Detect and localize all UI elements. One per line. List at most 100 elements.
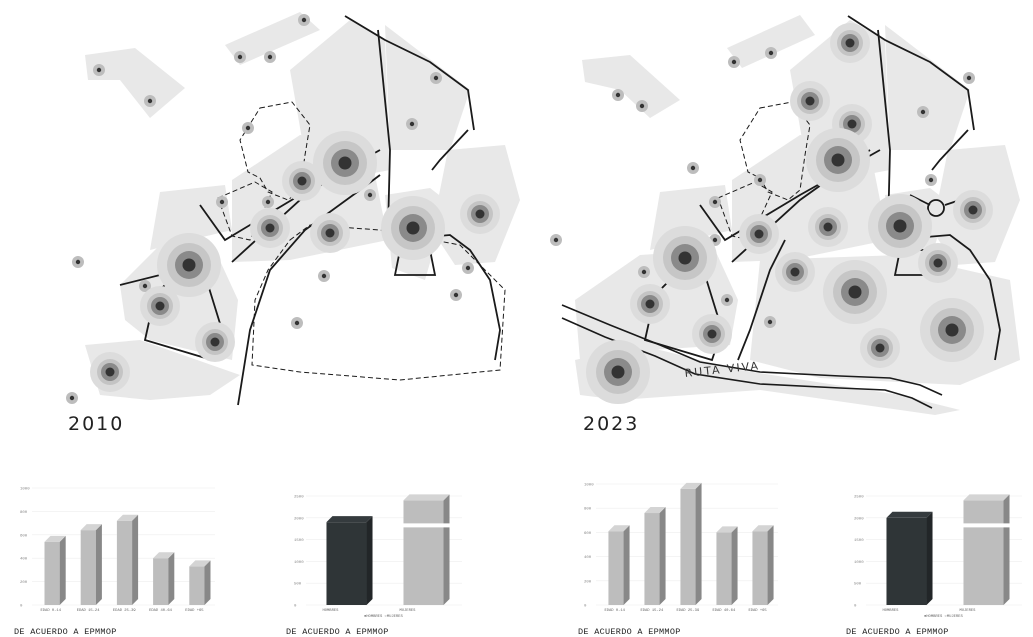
density-markers (66, 14, 500, 404)
density-marker (291, 317, 303, 329)
density-marker (262, 196, 274, 208)
x-tick-label: EDAD +65 (748, 609, 767, 613)
density-marker (612, 89, 624, 101)
density-marker (638, 266, 650, 278)
y-tick-label: 2000 (854, 517, 864, 521)
x-tick-label: EDAD 0-14 (604, 609, 625, 613)
density-marker (830, 23, 870, 63)
density-marker (728, 56, 740, 68)
bar-edad-15-24 (644, 507, 666, 605)
dashed-blocks (217, 101, 506, 381)
density-marker (282, 161, 322, 201)
x-tick-label: MUJERES (399, 609, 416, 613)
y-tick-label: 600 (20, 534, 28, 538)
density-marker (775, 252, 815, 292)
density-marker (310, 213, 350, 253)
y-tick-label: 2000 (294, 517, 304, 521)
density-marker (242, 122, 254, 134)
x-tick-label: HOMBRES (322, 609, 339, 613)
density-marker (318, 270, 330, 282)
bar-mujeres (402, 494, 451, 605)
y-tick-label: 500 (854, 583, 862, 587)
density-marker (140, 286, 180, 326)
density-marker (364, 189, 376, 201)
density-marker (636, 100, 648, 112)
density-marker (195, 322, 235, 362)
density-marker (709, 196, 721, 208)
chart-caption: DE ACUERDO A EPMMOP (286, 627, 389, 637)
year-label-2023: 2023 (583, 413, 639, 435)
y-tick-label: 2500 (854, 496, 864, 500)
map-2023: RUTA VIVA 2023 (550, 15, 1020, 435)
density-marker (381, 196, 445, 260)
y-tick-label: 200 (20, 581, 28, 585)
density-marker (868, 194, 932, 258)
density-marker (139, 280, 151, 292)
density-marker (313, 131, 377, 195)
density-marker (925, 174, 937, 186)
chart-legend: ●HOMBRES ○MUJERES (924, 615, 963, 619)
bar-edad-0-14 (44, 535, 66, 605)
y-tick-label: 1000 (20, 488, 30, 492)
y-tick-label: 0 (584, 605, 587, 609)
bar-edad-65 (752, 525, 774, 605)
chart-age-2023: 1000 800 600 400 200 0 EDAD 0-14 EDAD 15-24 EDAD… (584, 482, 778, 613)
density-marker (216, 196, 228, 208)
density-marker (806, 128, 870, 192)
density-marker (586, 340, 650, 404)
density-marker (653, 226, 717, 290)
density-marker (430, 72, 442, 84)
y-tick-label: 400 (584, 556, 592, 560)
y-tick-label: 800 (584, 508, 592, 512)
density-marker (823, 260, 887, 324)
density-marker (264, 51, 276, 63)
density-marker (460, 194, 500, 234)
density-marker (630, 284, 670, 324)
density-markers (550, 23, 993, 404)
map-2010: 2010 (66, 12, 520, 435)
density-marker (918, 243, 958, 283)
chart-gender-2023: 2500 2000 1500 1000 500 0 HOMBRES MUJERES ●HOMBR… (854, 494, 1022, 619)
y-tick-label: 500 (294, 583, 302, 587)
density-marker (144, 95, 156, 107)
density-marker (860, 328, 900, 368)
bar-mujeres (962, 494, 1011, 605)
density-marker (754, 174, 766, 186)
density-marker (687, 162, 699, 174)
y-tick-label: 600 (584, 532, 592, 536)
density-marker (298, 14, 310, 26)
x-tick-label: EDAD 15-24 (77, 609, 101, 613)
chart-legend: ●HOMBRES ○MUJERES (364, 615, 403, 619)
density-marker (721, 294, 733, 306)
density-marker (450, 289, 462, 301)
density-marker (157, 233, 221, 297)
chart-caption: DE ACUERDO A EPMMOP (14, 627, 117, 637)
density-marker (462, 262, 474, 274)
bar-edad-65 (189, 560, 211, 605)
y-tick-label: 0 (854, 605, 857, 609)
density-marker (406, 118, 418, 130)
density-marker (66, 392, 78, 404)
density-marker (234, 51, 246, 63)
density-marker (550, 234, 562, 246)
density-marker (917, 106, 929, 118)
bar-hombres (886, 511, 933, 605)
x-tick-label: EDAD 15-24 (640, 609, 664, 613)
y-tick-label: 800 (20, 511, 28, 515)
y-tick-label: 2500 (294, 496, 304, 500)
x-tick-label: EDAD +65 (185, 609, 204, 613)
y-tick-label: 0 (20, 605, 23, 609)
density-marker (72, 256, 84, 268)
x-tick-label: EDAD 25-39 (113, 609, 137, 613)
bar-edad-0-14 (608, 525, 630, 605)
density-marker (93, 64, 105, 76)
y-tick-label: 1000 (584, 484, 594, 488)
bar-edad-40-64 (153, 552, 175, 605)
chart-age-2010: 1000 800 600 400 200 0 EDAD 0-14 EDAD 15-24 EDAD… (20, 488, 215, 613)
x-tick-label: HOMBRES (882, 609, 899, 613)
y-tick-label: 1000 (854, 561, 864, 565)
x-tick-label: EDAD 25-39 (676, 609, 700, 613)
density-marker (808, 207, 848, 247)
y-tick-label: 0 (294, 605, 297, 609)
